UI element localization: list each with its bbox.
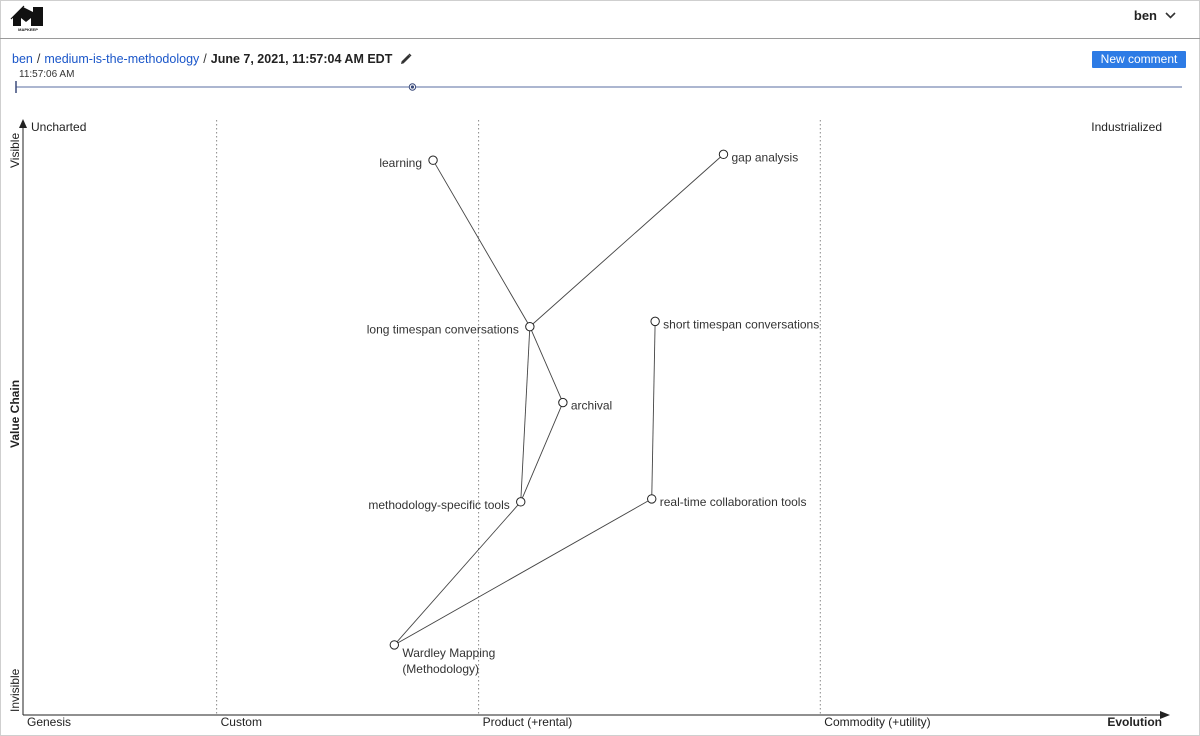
component-node[interactable] [516,497,526,507]
component-link [529,326,564,403]
wardley-map: Uncharted Industrialized Visible Value C… [8,119,1170,729]
component-shortts[interactable]: short timespan conversations [650,316,819,331]
component-methtools[interactable]: methodology-specific tools [368,497,526,512]
timeline-time-label: 11:57:06 AM [19,69,75,80]
corner-label-industrialized: Industrialized [1091,120,1162,134]
component-node[interactable] [558,397,568,408]
component-link [651,321,656,499]
x-axis-arrow-icon [1160,711,1170,719]
new-comment-button[interactable]: New comment [1092,51,1186,68]
logo-text: MAPKEEP [18,27,38,32]
breadcrumb: ben / medium-is-the-methodology / June 7… [12,52,412,66]
component-archival[interactable]: archival [558,397,613,413]
component-label: short timespan conversations [663,317,819,331]
y-axis-arrow-icon [19,119,27,128]
component-link [393,501,522,646]
component-node[interactable] [525,321,535,332]
y-axis-top-label: Visible [8,133,22,168]
component-learning[interactable]: learning [379,155,438,170]
pencil-icon[interactable] [400,53,412,65]
breadcrumb-version: June 7, 2021, 11:57:04 AM EDT [210,52,393,66]
component-label: long timespan conversations [367,323,519,337]
y-axis-label: Value Chain [8,380,22,448]
breadcrumb-user-link[interactable]: ben [12,52,33,66]
component-label: (Methodology) [402,662,479,676]
component-label: gap analysis [731,150,798,164]
breadcrumb-separator: / [203,52,207,66]
corner-label-uncharted: Uncharted [31,120,86,134]
top-bar: MAPKEEP ben [0,0,1200,39]
breadcrumb-map-link[interactable]: medium-is-the-methodology [44,52,200,66]
stage-label: Commodity (+utility) [824,715,930,729]
component-node[interactable] [389,640,400,650]
component-node[interactable] [647,494,657,504]
component-wardley[interactable]: Wardley Mapping (Methodology) [389,640,495,676]
version-timeline[interactable] [0,76,1200,98]
mapkeep-logo[interactable]: MAPKEEP [10,4,46,32]
user-name: ben [1133,8,1157,23]
breadcrumb-separator: / [36,52,41,66]
component-label: archival [571,399,612,413]
component-node[interactable] [718,149,729,160]
component-links [393,154,724,646]
component-node[interactable] [650,316,660,327]
y-axis-bottom-label: Invisible [8,668,22,712]
component-link [432,159,531,327]
component-label: learning [379,156,422,170]
component-rtcollab[interactable]: real-time collaboration tools [647,494,807,509]
x-axis-label: Evolution [1107,715,1162,729]
component-label: Wardley Mapping [402,646,495,660]
component-link [520,326,531,502]
component-longts[interactable]: long timespan conversations [367,321,535,337]
component-link [529,154,724,327]
component-label: real-time collaboration tools [660,495,807,509]
timeline-marker[interactable] [408,83,417,91]
component-link [520,402,564,503]
chevron-down-icon [1165,12,1176,19]
components: learning gap analysis long timespan conver… [367,149,819,676]
evolution-stages: Genesis Custom Product (+rental) Commodity … [27,120,931,729]
component-label: methodology-specific tools [368,498,509,512]
stage-label: Product (+rental) [483,715,573,729]
component-node[interactable] [428,155,438,165]
component-link [394,498,652,646]
component-gap[interactable]: gap analysis [718,149,798,164]
stage-label: Custom [221,715,262,729]
user-menu[interactable]: ben [1134,8,1176,23]
stage-label: Genesis [27,715,71,729]
